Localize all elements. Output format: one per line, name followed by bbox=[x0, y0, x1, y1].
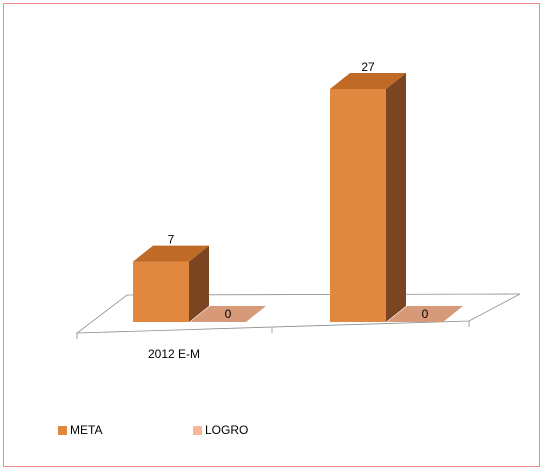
bar-meta-1-front bbox=[330, 89, 386, 322]
bar-meta-1-side bbox=[386, 73, 406, 322]
legend-swatch-logro bbox=[193, 425, 202, 435]
bar-meta-0-side bbox=[189, 245, 209, 322]
chart-frame bbox=[3, 3, 540, 467]
legend-label-meta: META bbox=[70, 423, 103, 437]
bar-meta-1-top bbox=[330, 73, 406, 89]
bar-logro-1-data-label: 0 bbox=[422, 307, 429, 321]
x-tick-label: 2012 E-M bbox=[148, 347, 200, 361]
legend-swatch-meta bbox=[58, 425, 67, 435]
bar-logro-0-top bbox=[190, 306, 266, 322]
bar-logro-1-top bbox=[387, 306, 463, 322]
legend-item-logro: LOGRO bbox=[193, 423, 248, 437]
legend-item-meta: META bbox=[58, 423, 102, 437]
bar-meta-1-data-label: 27 bbox=[361, 60, 375, 74]
legend-label-logro: LOGRO bbox=[205, 423, 249, 437]
bar-meta-0-top bbox=[133, 245, 209, 262]
bar-meta-0-front bbox=[133, 261, 189, 322]
bar-logro-0-data-label: 0 bbox=[225, 307, 232, 321]
bar-meta-0-data-label: 7 bbox=[168, 233, 175, 247]
